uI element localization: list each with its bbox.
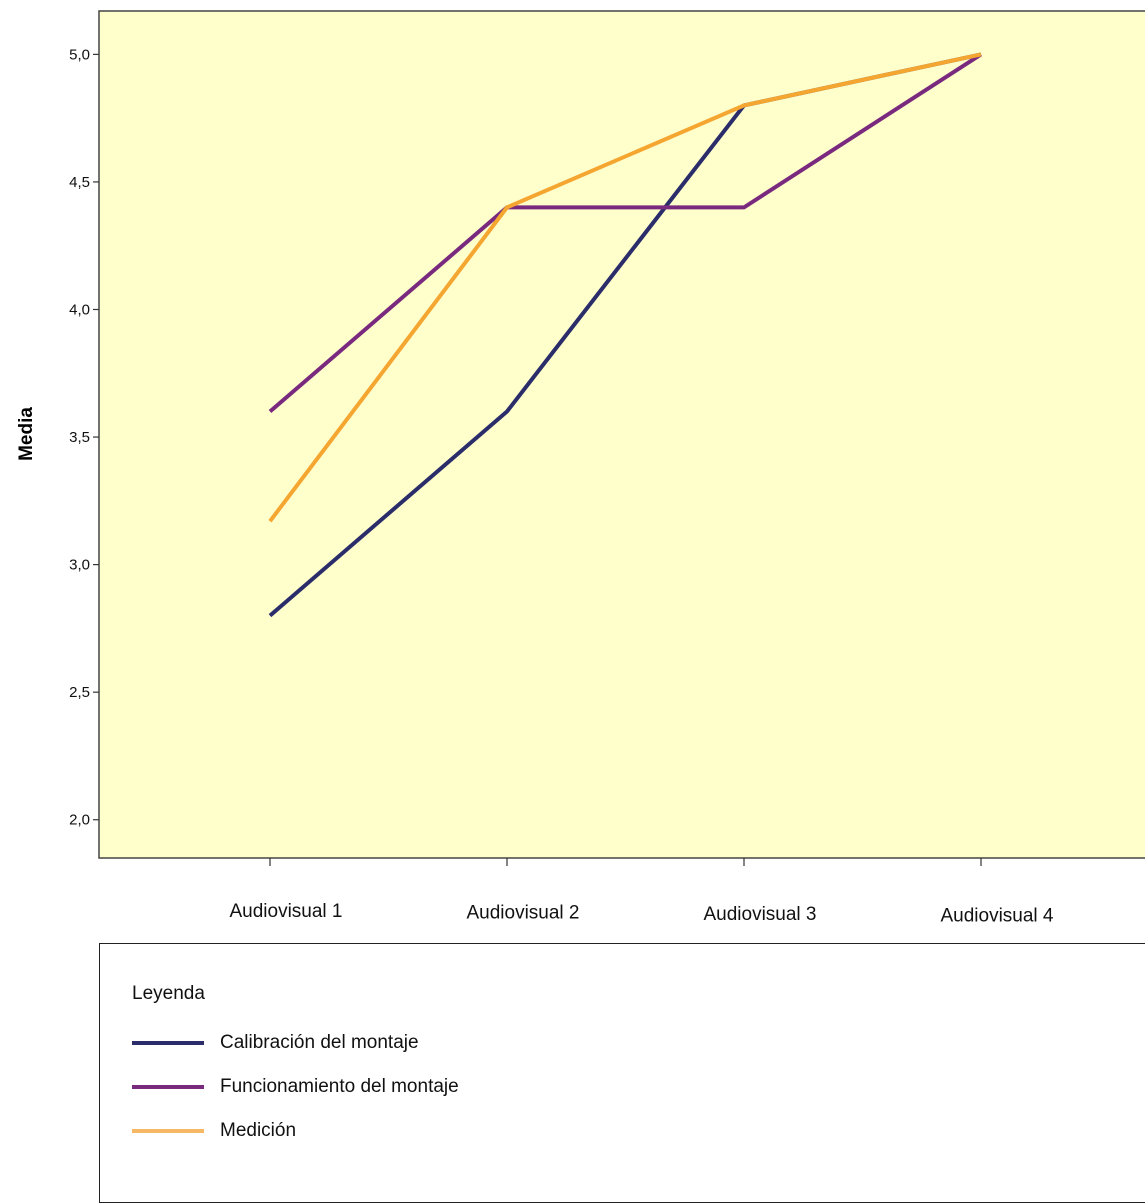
x-tick-label: Audiovisual 3	[703, 904, 816, 925]
legend: Leyenda Calibración del montaje Funciona…	[99, 943, 1145, 1203]
legend-item-funcionamiento: Funcionamiento del montaje	[132, 1074, 459, 1100]
x-tick-label: Audiovisual 2	[466, 903, 579, 924]
series-lines	[268, 52, 983, 618]
legend-swatch	[132, 1129, 204, 1133]
series-line	[268, 52, 983, 414]
y-tick-label: 2,0	[69, 812, 90, 829]
plot-area	[98, 10, 1145, 859]
legend-label: Funcionamiento del montaje	[220, 1076, 459, 1097]
y-axis-label: Media	[16, 407, 37, 461]
legend-item-calibracion: Calibración del montaje	[132, 1030, 419, 1056]
line-chart: 2,02,53,03,54,04,55,0 Audiovisual 1 Audio…	[16, 10, 1145, 927]
series-line	[268, 52, 982, 523]
y-axis: 2,0 2,5 3,0 3,5 4,0 4,5 5,0	[69, 46, 99, 829]
legend-item-medicion: Medición	[132, 1118, 296, 1144]
legend-label: Calibración del montaje	[220, 1032, 419, 1053]
x-tick-label: Audiovisual 1	[229, 901, 342, 922]
legend-swatch	[132, 1085, 204, 1089]
legend-swatch	[132, 1041, 204, 1045]
y-tick-label: 2,5	[69, 684, 90, 701]
y-tick-label: 4,0	[69, 301, 90, 318]
y-tick-label: 4,5	[69, 174, 90, 191]
y-tick-label: 3,0	[69, 557, 90, 574]
legend-title: Leyenda	[132, 983, 205, 1004]
x-axis: Audiovisual 1 Audiovisual 2 Audiovisual 3 A…	[229, 858, 1054, 927]
legend-label: Medición	[220, 1120, 297, 1141]
y-tick-label: 3,5	[69, 429, 90, 446]
x-tick-label: Audiovisual 4	[940, 906, 1053, 927]
y-tick-label: 5,0	[69, 46, 90, 63]
